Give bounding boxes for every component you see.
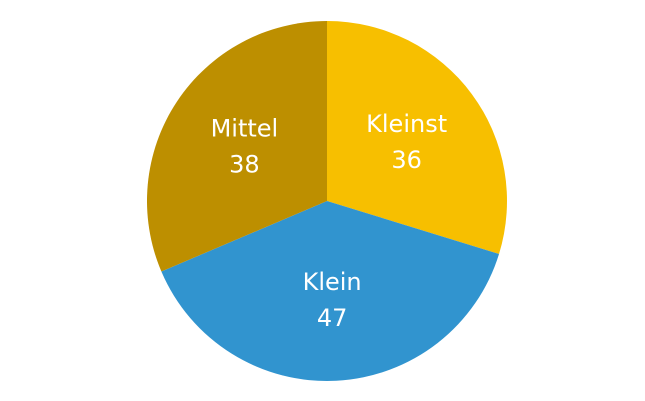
slice-label: Klein [303, 268, 362, 296]
slice-value: 38 [229, 150, 260, 178]
pie-slice [327, 21, 508, 254]
pie-slice [161, 201, 500, 381]
slice-value: 36 [391, 146, 422, 174]
slice-label: Mittel [211, 114, 279, 142]
pie-slice [146, 21, 327, 272]
slice-label: Kleinst [366, 110, 447, 138]
slice-value: 47 [317, 304, 348, 332]
